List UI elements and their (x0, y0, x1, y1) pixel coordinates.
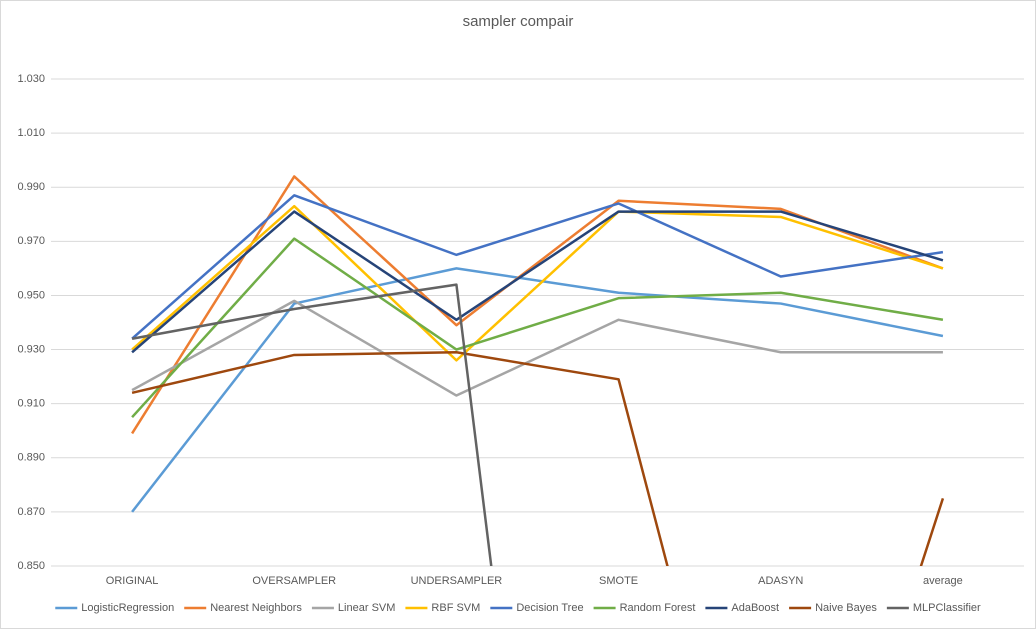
series-line (131, 283, 493, 566)
legend-label: Random Forest (620, 602, 696, 614)
legend-label: MLPClassifier (913, 602, 981, 614)
legend: LogisticRegression Nearest Neighbors Linea… (55, 602, 981, 614)
legend-label: Linear SVM (338, 602, 395, 614)
legend-label: Nearest Neighbors (210, 602, 302, 614)
legend-label: AdaBoost (731, 602, 779, 614)
plot-area (131, 175, 945, 566)
series-line (131, 204, 944, 362)
x-tick-label: OVERSAMPLER (252, 575, 336, 587)
y-tick-label: 0.870 (17, 506, 45, 518)
series-line (131, 299, 943, 397)
y-tick-label: 0.990 (17, 181, 45, 193)
x-tick-label: UNDERSAMPLER (411, 575, 503, 587)
y-tick-label: 0.910 (17, 398, 45, 410)
series-line (131, 351, 945, 566)
y-tick-label: 0.930 (17, 343, 45, 355)
legend-label: RBF SVM (431, 602, 480, 614)
x-tick-label: ADASYN (758, 575, 803, 587)
x-tick-label: SMOTE (599, 575, 638, 587)
series-line (131, 237, 944, 419)
series-line (131, 267, 944, 513)
y-tick-label: 0.850 (17, 560, 45, 572)
y-tick-label: 1.010 (17, 127, 45, 139)
y-tick-label: 0.890 (17, 452, 45, 464)
series-line (131, 210, 944, 354)
x-tick-label: average (923, 575, 963, 587)
legend-label: Decision Tree (516, 602, 583, 614)
series-line (131, 194, 944, 340)
chart-title: sampler compair (463, 13, 574, 30)
y-tick-label: 1.030 (17, 73, 45, 85)
x-tick-label: ORIGINAL (106, 575, 159, 587)
y-tick-label: 0.950 (17, 289, 45, 301)
legend-label: LogisticRegression (81, 602, 174, 614)
y-tick-label: 0.970 (17, 235, 45, 247)
legend-label: Naive Bayes (815, 602, 877, 614)
